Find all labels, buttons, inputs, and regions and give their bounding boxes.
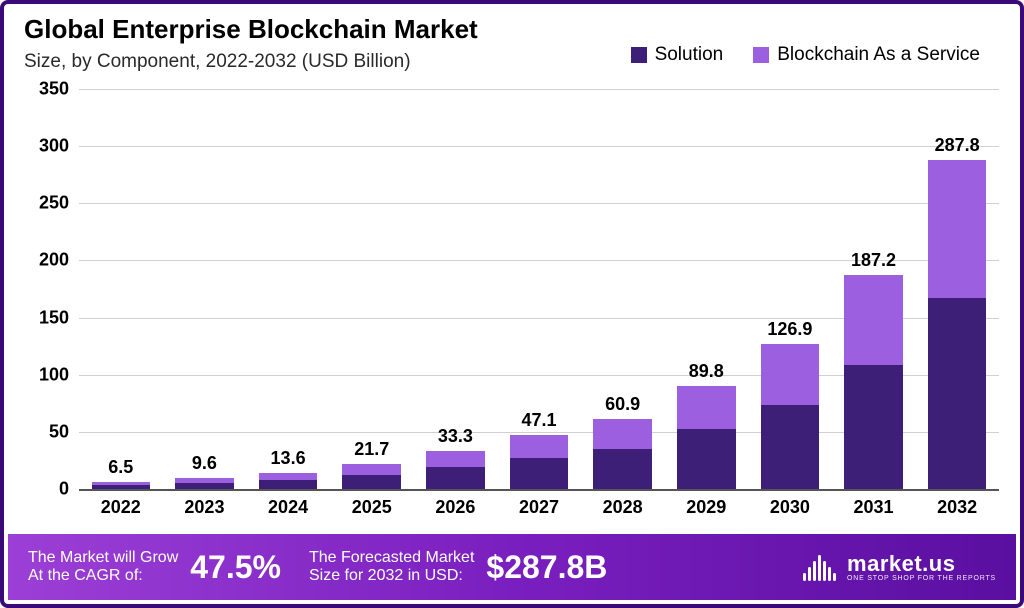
report-frame: Global Enterprise Blockchain Market Size… (0, 0, 1024, 608)
bar-group: 89.82029 (677, 386, 736, 489)
plot-area: 0501001502002503003506.520229.6202313.62… (79, 89, 999, 489)
bar-segment-solution (426, 467, 485, 489)
bar-group: 187.22031 (844, 275, 903, 489)
bar-segment-solution (175, 483, 234, 489)
bar-group: 9.62023 (175, 478, 234, 489)
bar-segment-solution (677, 429, 736, 489)
legend-label: Solution (655, 44, 724, 66)
bar-total-label: 187.2 (814, 250, 934, 271)
y-tick-label: 200 (24, 250, 69, 271)
bar-group: 6.52022 (92, 482, 151, 489)
stacked-bar-chart: 0 50 100 150 200 250 300 350 6.52022 9.62023 13.62… (24, 74, 1004, 534)
chart-legend: Solution Blockchain As a Service (631, 44, 980, 66)
bar-group: 47.12027 (510, 435, 569, 489)
cagr-value: 47.5% (190, 549, 281, 586)
bar-total-label: 89.8 (646, 361, 766, 382)
brand: market.us ONE STOP SHOP FOR THE REPORTS (803, 553, 996, 582)
bar-segment-baas (761, 344, 820, 405)
bar-segment-baas (593, 419, 652, 448)
bar-segment-baas (677, 386, 736, 429)
bar-segment-baas (928, 160, 987, 298)
forecast-value: $287.8B (486, 549, 607, 586)
legend-item-solution: Solution (631, 44, 724, 66)
page-title: Global Enterprise Blockchain Market (24, 14, 478, 45)
cagr-label: The Market will GrowAt the CAGR of: (28, 549, 178, 586)
grid-line (79, 489, 999, 491)
bar-total-label: 60.9 (563, 394, 683, 415)
legend-label: Blockchain As a Service (777, 44, 980, 66)
grid-line (79, 203, 999, 204)
bar-segment-solution (510, 458, 569, 489)
x-tick-label: 2032 (907, 497, 1007, 518)
legend-swatch (631, 47, 647, 63)
brand-logo-icon (803, 553, 837, 581)
footer-banner: The Market will GrowAt the CAGR of: 47.5… (8, 534, 1016, 600)
brand-name: market.us (847, 553, 996, 575)
y-tick-label: 250 (24, 193, 69, 214)
grid-line (79, 89, 999, 90)
bar-group: 60.92028 (593, 419, 652, 489)
bar-segment-solution (928, 298, 987, 489)
y-tick-label: 0 (24, 479, 69, 500)
header: Global Enterprise Blockchain Market Size… (24, 14, 478, 73)
bar-segment-baas (342, 464, 401, 474)
legend-item-baas: Blockchain As a Service (753, 44, 980, 66)
brand-text: market.us ONE STOP SHOP FOR THE REPORTS (847, 553, 996, 582)
bar-group: 21.72025 (342, 464, 401, 489)
bar-segment-solution (259, 480, 318, 489)
brand-tagline: ONE STOP SHOP FOR THE REPORTS (847, 575, 996, 582)
y-tick-label: 50 (24, 421, 69, 442)
y-tick-label: 100 (24, 364, 69, 385)
forecast-label: The Forecasted MarketSize for 2032 in US… (309, 549, 474, 586)
bar-segment-solution (92, 485, 151, 489)
bar-group: 287.82032 (928, 160, 987, 489)
bar-segment-baas (844, 275, 903, 365)
grid-line (79, 146, 999, 147)
y-tick-label: 300 (24, 136, 69, 157)
bar-segment-baas (426, 451, 485, 467)
bar-group: 33.32026 (426, 451, 485, 489)
bar-group: 13.62024 (259, 473, 318, 489)
bar-total-label: 287.8 (897, 135, 1017, 156)
y-tick-label: 150 (24, 307, 69, 328)
bar-segment-solution (593, 449, 652, 489)
legend-swatch (753, 47, 769, 63)
bar-group: 126.92030 (761, 344, 820, 489)
bar-segment-baas (510, 435, 569, 458)
bar-segment-solution (844, 365, 903, 489)
bar-segment-solution (342, 475, 401, 489)
y-tick-label: 350 (24, 79, 69, 100)
bar-segment-solution (761, 405, 820, 489)
bar-total-label: 126.9 (730, 319, 850, 340)
page-subtitle: Size, by Component, 2022-2032 (USD Billi… (24, 51, 478, 73)
